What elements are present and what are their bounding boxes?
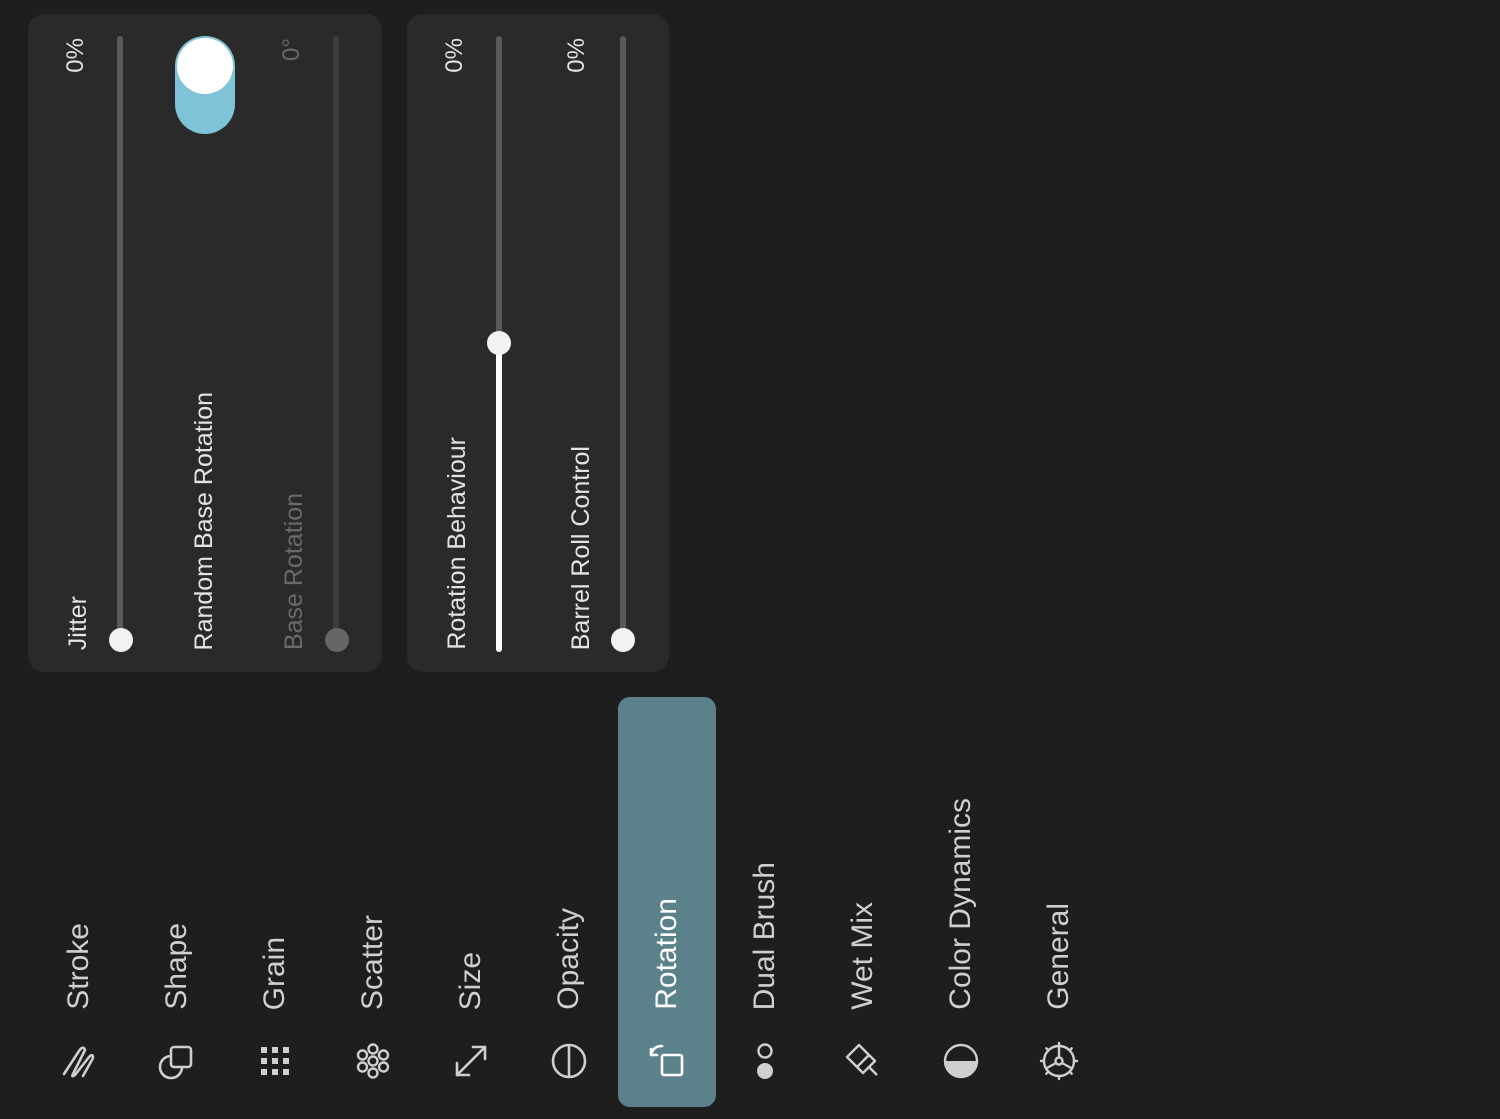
barrel-roll-label: Barrel Roll Control	[567, 445, 595, 650]
rotation-behaviour-value: 0%	[441, 38, 468, 73]
tab-stroke-label: Stroke	[62, 923, 95, 1010]
rotation-icon	[647, 1041, 687, 1081]
base-rotation-label: Base Rotation	[280, 492, 308, 650]
base-rotation-slider-track[interactable]	[333, 36, 339, 652]
barrel-roll-slider-track[interactable]	[620, 36, 626, 652]
tab-opacity-label: Opacity	[552, 908, 585, 1010]
tab-scatter-label: Scatter	[356, 914, 389, 1010]
tab-size-label: Size	[454, 951, 487, 1010]
shape-icon	[157, 1041, 197, 1081]
tab-grain[interactable]: Grain	[226, 697, 324, 1107]
tab-color-dynamics-label: Color Dynamics	[944, 798, 977, 1010]
barrel-roll-value: 0%	[563, 38, 590, 73]
toggle-knob	[177, 38, 233, 94]
tab-dual-brush-label: Dual Brush	[748, 861, 781, 1010]
tab-dual-brush[interactable]: Dual Brush	[716, 697, 814, 1107]
rotation-behaviour-slider-thumb[interactable]	[487, 331, 511, 355]
tab-size[interactable]: Size	[422, 697, 520, 1107]
size-icon	[451, 1041, 491, 1081]
base-rotation-slider-thumb[interactable]	[325, 628, 349, 652]
tab-grain-label: Grain	[258, 936, 291, 1010]
jitter-value: 0%	[62, 38, 89, 73]
random-base-rotation-label: Random Base Rotation	[190, 391, 218, 650]
random-base-rotation-toggle[interactable]	[175, 36, 235, 134]
general-icon	[1039, 1041, 1079, 1081]
rotation-behaviour-panel: 0% Rotation Behaviour 0% Barrel Roll Con…	[407, 14, 669, 672]
rotation-behaviour-slider-fill	[496, 343, 502, 652]
jitter-label: Jitter	[64, 595, 92, 650]
tab-wet-mix[interactable]: Wet Mix	[814, 697, 912, 1107]
tab-rotation[interactable]: Rotation	[618, 697, 716, 1107]
wet-mix-icon	[843, 1041, 883, 1081]
tab-shape[interactable]: Shape	[128, 697, 226, 1107]
barrel-roll-slider-thumb[interactable]	[611, 628, 635, 652]
tab-general[interactable]: General	[1010, 697, 1108, 1107]
rotation-behaviour-label: Rotation Behaviour	[443, 437, 471, 650]
jitter-slider-track[interactable]	[117, 36, 123, 652]
tab-stroke[interactable]: Stroke	[30, 697, 128, 1107]
base-rotation-value: 0°	[278, 38, 305, 61]
tab-opacity[interactable]: Opacity	[520, 697, 618, 1107]
dual-brush-icon	[745, 1041, 785, 1081]
jitter-slider-thumb[interactable]	[109, 628, 133, 652]
opacity-icon	[549, 1041, 589, 1081]
tab-color-dynamics[interactable]: Color Dynamics	[912, 697, 1010, 1107]
stroke-icon	[59, 1041, 99, 1081]
tab-shape-label: Shape	[160, 923, 193, 1010]
grain-icon	[255, 1041, 295, 1081]
color-dynamics-icon	[941, 1041, 981, 1081]
tab-rotation-label: Rotation	[650, 898, 683, 1010]
tab-general-label: General	[1042, 903, 1075, 1010]
rotation-settings-panel: 0% Jitter Random Base Rotation 0° Base R…	[28, 14, 382, 672]
tab-scatter[interactable]: Scatter	[324, 697, 422, 1107]
tab-wet-mix-label: Wet Mix	[846, 902, 879, 1010]
scatter-icon	[353, 1041, 393, 1081]
